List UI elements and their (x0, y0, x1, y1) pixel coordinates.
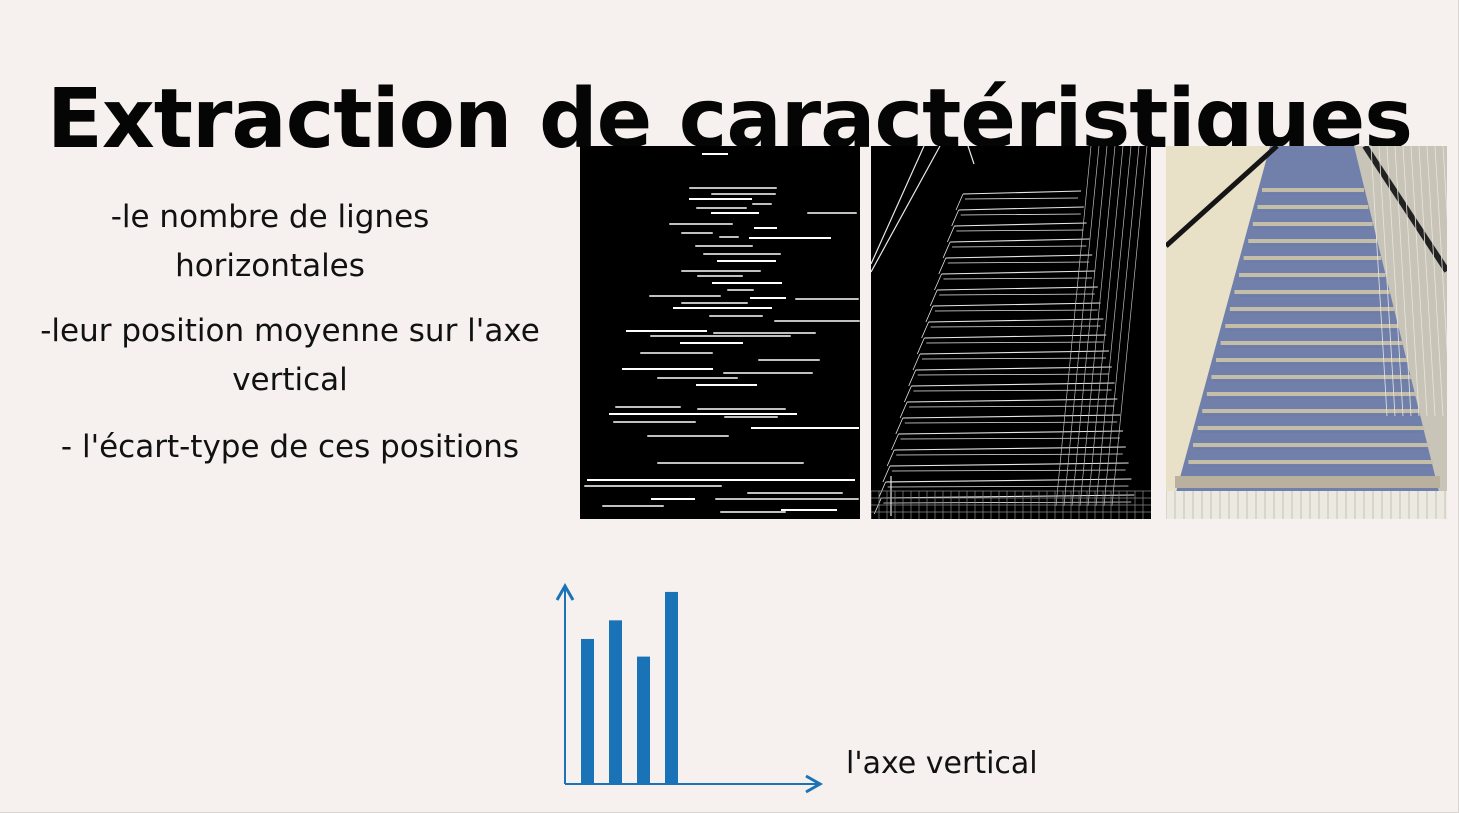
detected-horizontal-lines-image (580, 146, 860, 519)
bullet-standard-deviation-line-1: - l'écart-type de ces positions (60, 429, 520, 465)
bullet-mean-position-line-1: -leur position moyenne sur l'axe (40, 313, 540, 349)
left-wall (1166, 146, 1270, 519)
staircase-photo-drawing (1166, 146, 1447, 519)
bullet-line-count-line-2: horizontales (175, 248, 365, 284)
staircase-photo-image (1166, 146, 1447, 519)
bullet-line-count-line-1: -le nombre de lignes (110, 199, 430, 235)
stair-carpet (1175, 146, 1440, 496)
histogram-bar (581, 638, 594, 784)
bullet-mean-position-line-2: vertical (232, 362, 348, 398)
bullet-mean-position: -leur position moyenne sur l'axe vertica… (20, 307, 560, 405)
chart-x-axis-label: l'axe vertical (846, 746, 1038, 781)
horizontal-lines-drawing (584, 153, 860, 513)
histogram-bar (637, 656, 650, 784)
bullet-standard-deviation: - l'écart-type de ces positions (20, 423, 560, 472)
edge-lines-group (871, 146, 1151, 519)
left-handrail (1166, 146, 1279, 248)
histogram-bar (609, 620, 622, 784)
position-histogram (555, 582, 824, 794)
histogram-bar (665, 591, 678, 784)
staircase-edge-drawing (871, 146, 1151, 519)
edge-detection-image (871, 146, 1151, 519)
bullet-line-count: -le nombre de lignes horizontales (80, 193, 460, 291)
